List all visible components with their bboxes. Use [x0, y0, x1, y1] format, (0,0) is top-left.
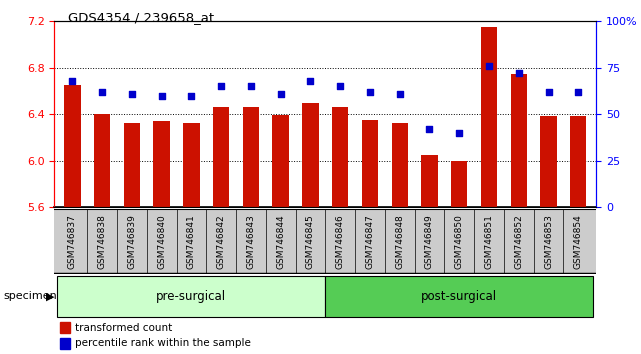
- Bar: [124, 124, 140, 207]
- Text: GSM746844: GSM746844: [276, 214, 285, 269]
- Bar: [511, 74, 527, 207]
- Text: GSM746853: GSM746853: [544, 214, 553, 269]
- Point: [544, 89, 554, 95]
- Text: pre-surgical: pre-surgical: [156, 290, 226, 303]
- Point: [335, 84, 345, 89]
- Point: [484, 63, 494, 69]
- Point: [187, 93, 197, 98]
- Text: GSM746843: GSM746843: [246, 214, 255, 269]
- Point: [305, 78, 315, 84]
- Point: [454, 130, 464, 136]
- Text: GSM746840: GSM746840: [157, 214, 166, 269]
- Bar: [213, 107, 229, 207]
- Bar: [451, 161, 467, 207]
- Point: [513, 70, 524, 76]
- Bar: [481, 27, 497, 207]
- Bar: [392, 124, 408, 207]
- Text: GSM746847: GSM746847: [365, 214, 374, 269]
- Bar: [60, 338, 70, 349]
- Bar: [58, 276, 325, 317]
- Bar: [570, 116, 587, 207]
- Point: [67, 78, 78, 84]
- Bar: [303, 103, 319, 207]
- Point: [127, 91, 137, 97]
- Point: [156, 93, 167, 98]
- Point: [276, 91, 286, 97]
- Bar: [421, 155, 438, 207]
- Bar: [183, 124, 199, 207]
- Text: GDS4354 / 239658_at: GDS4354 / 239658_at: [68, 11, 214, 24]
- Bar: [540, 116, 556, 207]
- Text: GSM746841: GSM746841: [187, 214, 196, 269]
- Text: ▶: ▶: [46, 291, 54, 302]
- Point: [216, 84, 226, 89]
- Text: GSM746838: GSM746838: [97, 214, 106, 269]
- Bar: [153, 121, 170, 207]
- Text: specimen: specimen: [3, 291, 57, 302]
- Text: GSM746852: GSM746852: [514, 214, 523, 269]
- Point: [365, 89, 375, 95]
- Bar: [332, 107, 348, 207]
- Bar: [362, 120, 378, 207]
- Bar: [94, 114, 110, 207]
- Text: GSM746854: GSM746854: [574, 214, 583, 269]
- Point: [573, 89, 583, 95]
- Bar: [243, 107, 259, 207]
- Point: [395, 91, 405, 97]
- Text: GSM746846: GSM746846: [336, 214, 345, 269]
- Text: GSM746837: GSM746837: [68, 214, 77, 269]
- Point: [97, 89, 107, 95]
- Text: GSM746845: GSM746845: [306, 214, 315, 269]
- Text: GSM746850: GSM746850: [454, 214, 463, 269]
- Text: GSM746848: GSM746848: [395, 214, 404, 269]
- Bar: [60, 322, 70, 333]
- Text: post-surgical: post-surgical: [421, 290, 497, 303]
- Bar: [325, 276, 593, 317]
- Point: [246, 84, 256, 89]
- Bar: [64, 85, 81, 207]
- Text: transformed count: transformed count: [75, 322, 172, 332]
- Text: GSM746842: GSM746842: [217, 214, 226, 269]
- Text: percentile rank within the sample: percentile rank within the sample: [75, 338, 251, 348]
- Text: GSM746849: GSM746849: [425, 214, 434, 269]
- Text: GSM746851: GSM746851: [485, 214, 494, 269]
- Text: GSM746839: GSM746839: [128, 214, 137, 269]
- Point: [424, 126, 435, 132]
- Bar: [272, 115, 289, 207]
